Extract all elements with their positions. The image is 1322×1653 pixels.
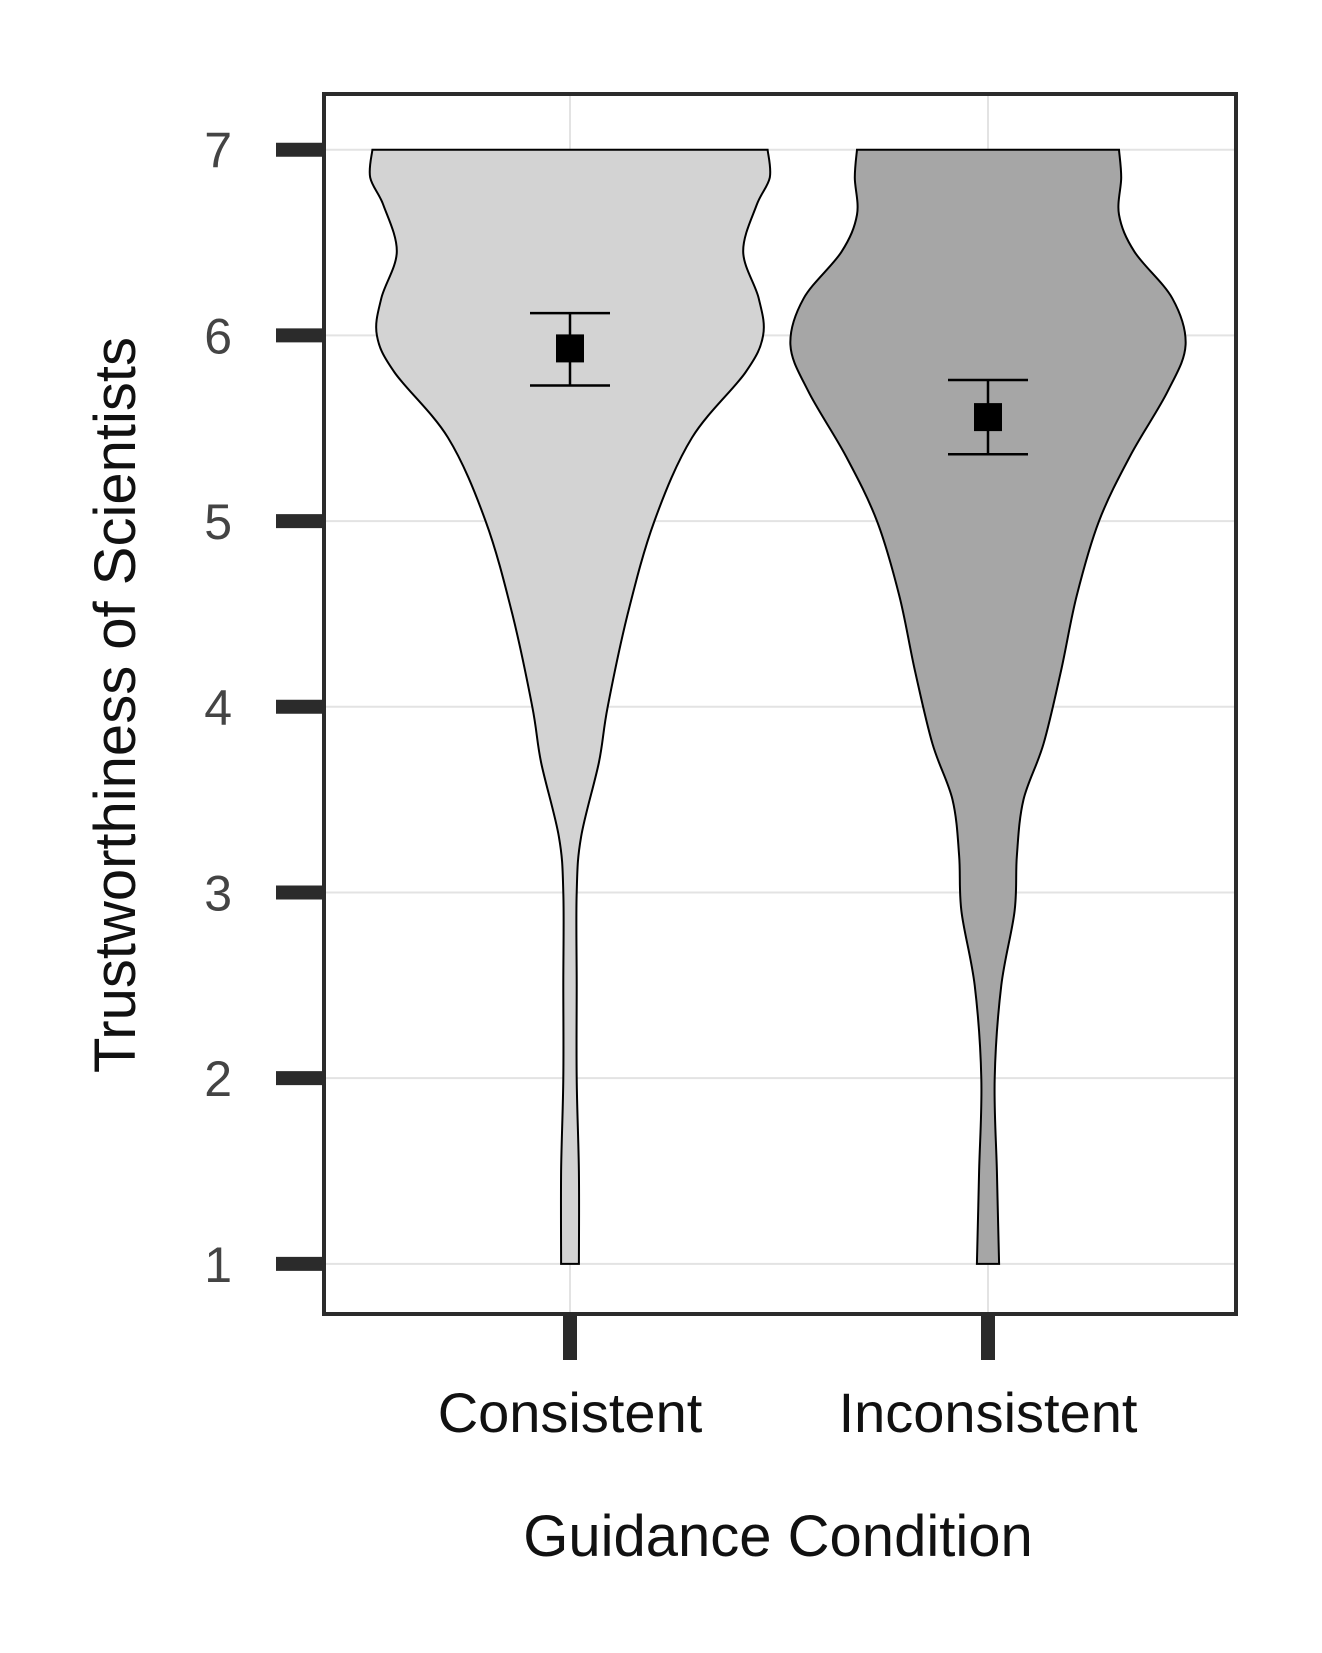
y-axis-title: Trustworthiness of Scientists: [83, 337, 148, 1073]
y-tick-label-4: 4: [204, 680, 232, 736]
violins: [368, 148, 1187, 1265]
x-axis-title: Guidance Condition: [523, 1504, 1032, 1569]
y-tick-label-3: 3: [204, 865, 232, 921]
x-tick-label-inconsistent: Inconsistent: [839, 1381, 1138, 1444]
mean-marker-inconsistent: [974, 403, 1002, 432]
y-tick-label-7: 7: [204, 123, 232, 179]
violin-consistent: [368, 148, 772, 1265]
y-axis: 1 2 3 4 5 6 7: [204, 123, 324, 1293]
y-tick-label-6: 6: [204, 308, 232, 364]
x-tick-label-consistent: Consistent: [438, 1381, 703, 1444]
mean-marker-consistent: [556, 334, 584, 363]
y-tick-label-2: 2: [204, 1051, 232, 1107]
x-axis: Consistent Inconsistent: [438, 1314, 1138, 1444]
error-bars: [530, 311, 1028, 456]
y-tick-label-1: 1: [204, 1237, 232, 1293]
y-tick-label-5: 5: [204, 494, 232, 550]
violin-inconsistent: [789, 148, 1187, 1265]
